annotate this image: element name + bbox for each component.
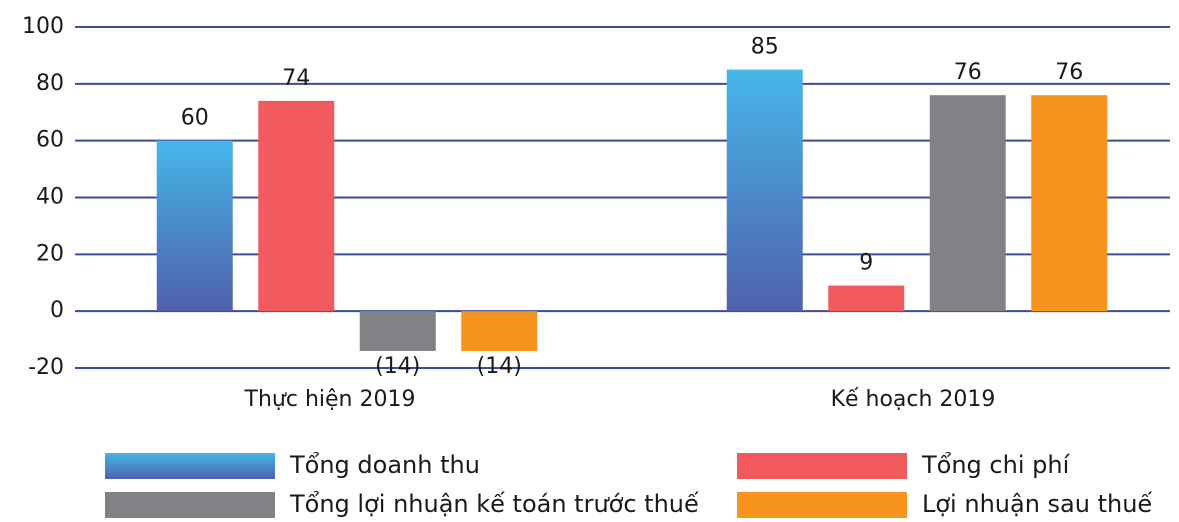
data-label: 74 bbox=[282, 66, 310, 91]
legend-swatch bbox=[105, 492, 275, 518]
y-tick-label: 80 bbox=[36, 71, 64, 96]
y-tick-label: -20 bbox=[28, 355, 64, 380]
data-label: (14) bbox=[477, 354, 522, 379]
data-label: 76 bbox=[954, 60, 982, 85]
legend-label: Lợi nhuận sau thuế bbox=[922, 490, 1152, 518]
data-label: 85 bbox=[751, 35, 779, 60]
bar bbox=[828, 285, 905, 312]
y-tick-label: 60 bbox=[36, 128, 64, 153]
legend-label: Tổng doanh thu bbox=[289, 451, 480, 479]
data-label: 9 bbox=[859, 251, 873, 276]
y-tick-label: 100 bbox=[22, 14, 64, 39]
x-tick-label: Thực hiện 2019 bbox=[244, 387, 416, 412]
y-tick-label: 40 bbox=[36, 185, 64, 210]
legend-swatch bbox=[105, 453, 275, 479]
x-tick-label: Kế hoạch 2019 bbox=[831, 387, 996, 412]
legend-swatch bbox=[737, 453, 907, 479]
y-tick-label: 0 bbox=[50, 298, 64, 323]
bar bbox=[359, 311, 436, 351]
bar bbox=[156, 140, 233, 312]
bar bbox=[726, 69, 803, 312]
legend-label: Tổng lợi nhuận kế toán trước thuế bbox=[289, 490, 699, 518]
data-label: 60 bbox=[181, 106, 209, 131]
bar bbox=[461, 311, 538, 351]
bar bbox=[258, 100, 335, 312]
legend-swatch bbox=[737, 492, 907, 518]
legend-label: Tổng chi phí bbox=[921, 451, 1071, 479]
bar bbox=[1031, 95, 1108, 312]
y-tick-label: 20 bbox=[36, 241, 64, 266]
data-label: 76 bbox=[1055, 60, 1083, 85]
bar bbox=[929, 95, 1006, 312]
data-label: (14) bbox=[375, 354, 420, 379]
